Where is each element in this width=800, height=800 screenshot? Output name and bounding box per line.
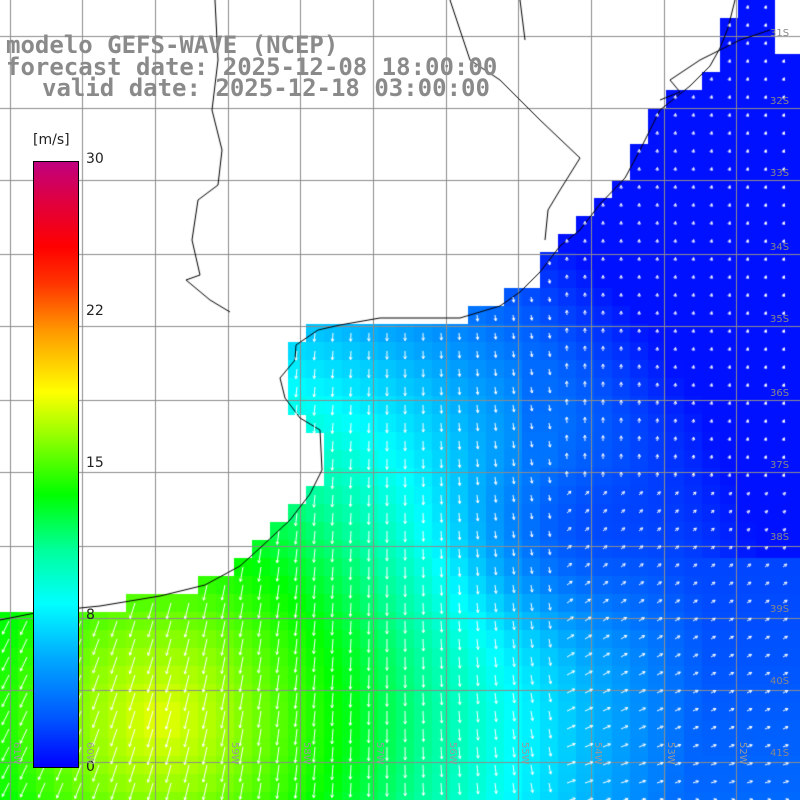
- lat-label-31s: 31S: [770, 28, 790, 39]
- colorbar-unit: [m/s]: [33, 132, 70, 148]
- colorbar-tick-8: 8: [86, 607, 95, 623]
- lat-label-38s: 38S: [770, 532, 790, 543]
- colorbar-tick-15: 15: [86, 455, 104, 471]
- lon-label-60w: 60W: [84, 742, 95, 765]
- lat-label-32s: 32S: [770, 96, 790, 107]
- forecast-date: forecast date: 2025-12-08 18:00:00: [6, 53, 498, 81]
- lon-label-53w: 53W: [665, 742, 676, 765]
- lon-label-55w: 55W: [519, 742, 530, 765]
- lat-label-33s: 33S: [770, 168, 790, 179]
- lat-label-36s: 36S: [770, 388, 790, 399]
- valid-date: valid date: 2025-12-18 03:00:00: [42, 74, 490, 102]
- lon-label-58w: 58W: [301, 742, 312, 765]
- lon-label-61w: 61W: [11, 742, 22, 765]
- lon-label-52w: 52W: [737, 742, 748, 765]
- model-title: modelo GEFS-WAVE (NCEP): [6, 31, 339, 59]
- colorbar: [33, 161, 79, 768]
- lat-label-35s: 35S: [770, 314, 790, 325]
- lon-label-59w: 59W: [229, 742, 240, 765]
- colorbar-tick-30: 30: [86, 151, 104, 167]
- lat-label-39s: 39S: [770, 604, 790, 615]
- lon-label-57w: 57W: [374, 742, 385, 765]
- lat-label-37s: 37S: [770, 460, 790, 471]
- lat-label-40s: 40S: [770, 676, 790, 687]
- colorbar-tick-22: 22: [86, 303, 104, 319]
- lat-label-34s: 34S: [770, 242, 790, 253]
- lat-label-41s: 41S: [770, 748, 790, 759]
- colorbar-tick-0: 0: [86, 759, 95, 775]
- lon-label-56w: 56W: [447, 742, 458, 765]
- lon-label-54w: 54W: [592, 742, 603, 765]
